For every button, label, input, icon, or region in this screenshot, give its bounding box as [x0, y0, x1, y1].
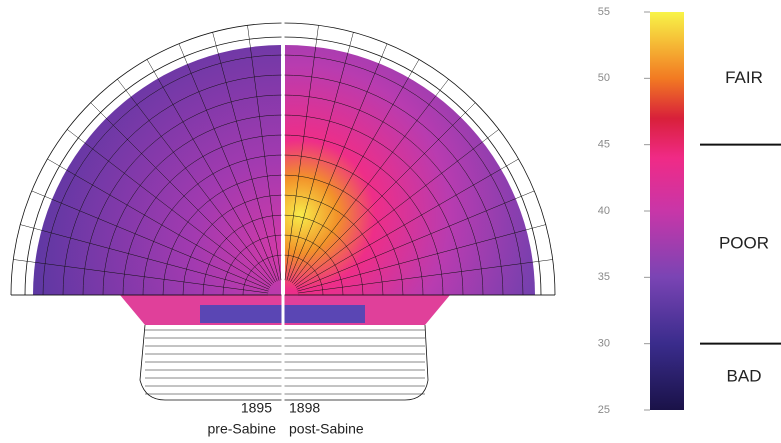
panel-label: post-Sabine: [289, 421, 364, 437]
tick-label: 25: [598, 404, 610, 416]
rating-label: FAIR: [725, 68, 763, 87]
tick-label: 50: [598, 72, 610, 84]
year-label: 1895: [241, 400, 272, 416]
tick-label: 40: [598, 205, 610, 217]
year-label: 1898: [289, 400, 320, 416]
rating-label: POOR: [719, 234, 769, 253]
heatmap-post: [285, 45, 535, 295]
tick-label: 35: [598, 271, 610, 283]
tick-label: 45: [598, 139, 610, 151]
tick-label: 55: [598, 6, 610, 18]
heatmap-pre: [33, 45, 281, 295]
tick-label: 30: [598, 338, 610, 350]
colorbar: [650, 12, 684, 410]
rating-label: BAD: [727, 366, 762, 385]
panel-label: pre-Sabine: [208, 421, 277, 437]
figure: 1895 pre-Sabine 1898 post-Sabine 25 30 35 4…: [0, 0, 781, 438]
